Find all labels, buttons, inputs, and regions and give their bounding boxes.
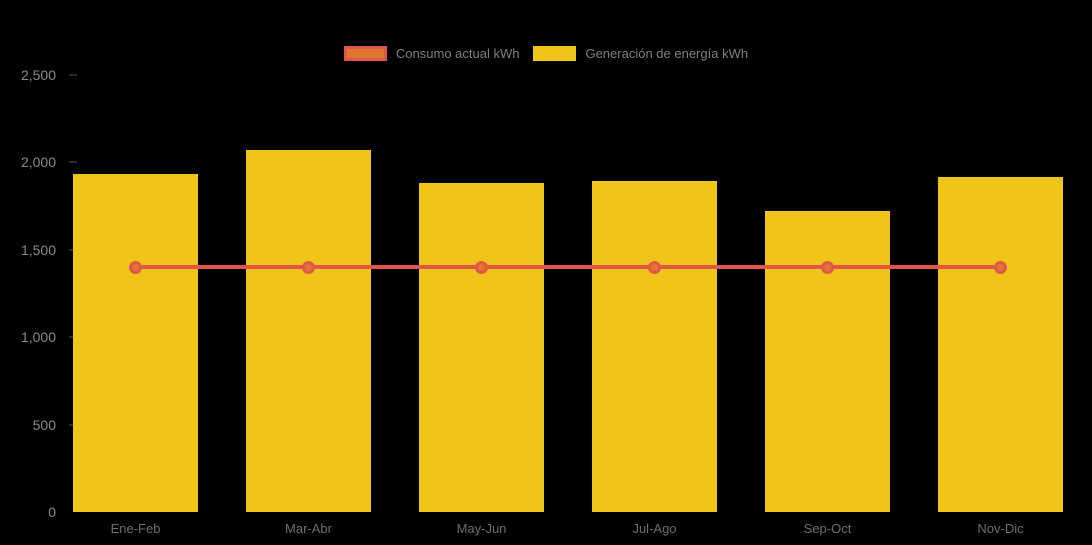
y-tick-mark-2500 xyxy=(69,74,77,76)
y-tick-label-2500: 2,500 xyxy=(20,67,56,83)
bar-Mar-Abr[interactable] xyxy=(246,150,371,512)
bar-Ene-Feb[interactable] xyxy=(73,173,198,512)
line-marker-Mar-Abr[interactable] xyxy=(302,260,315,274)
y-tick-label-500: 500 xyxy=(32,416,56,433)
consumption-line xyxy=(135,265,1001,270)
bar-Jul-Ago[interactable] xyxy=(592,180,717,512)
legend-label-generacion: Generación de energía kWh xyxy=(585,46,749,61)
x-tick-label-Jul-Ago: Jul-Ago xyxy=(632,521,677,536)
y-tick-label-1500: 1,500 xyxy=(20,241,56,258)
legend-item-generacion[interactable]: Generación de energía kWh xyxy=(533,46,748,61)
legend-swatch-generacion xyxy=(533,46,577,61)
y-tick-label-0: 0 xyxy=(48,504,56,520)
x-tick-label-Mar-Abr: Mar-Abr xyxy=(285,521,332,536)
y-tick-label-2000: 2,000 xyxy=(20,154,56,171)
legend-item-consumo[interactable]: Consumo actual kWh xyxy=(343,46,520,61)
line-marker-Sep-Oct[interactable] xyxy=(821,260,834,274)
x-tick-label-Nov-Dic: Nov-Dic xyxy=(977,521,1024,536)
legend-label-consumo: Consumo actual kWh xyxy=(395,46,520,61)
line-marker-Ene-Feb[interactable] xyxy=(129,260,142,274)
bar-Nov-Dic[interactable] xyxy=(938,177,1063,512)
x-tick-label-Sep-Oct: Sep-Oct xyxy=(803,521,852,536)
line-marker-May-Jun[interactable] xyxy=(475,260,488,274)
bar-Sep-Oct[interactable] xyxy=(765,211,890,512)
line-marker-Nov-Dic[interactable] xyxy=(994,260,1007,274)
y-tick-mark-2000 xyxy=(69,161,77,164)
bar-May-Jun[interactable] xyxy=(419,183,544,512)
legend-swatch-consumo xyxy=(343,46,387,61)
line-marker-Jul-Ago[interactable] xyxy=(648,260,661,274)
x-tick-label-May-Jun: May-Jun xyxy=(456,521,507,536)
chart-legend: Consumo actual kWh Generación de energía… xyxy=(0,46,1092,61)
x-tick-label-Ene-Feb: Ene-Feb xyxy=(110,521,161,536)
y-tick-label-1000: 1,000 xyxy=(20,329,56,346)
